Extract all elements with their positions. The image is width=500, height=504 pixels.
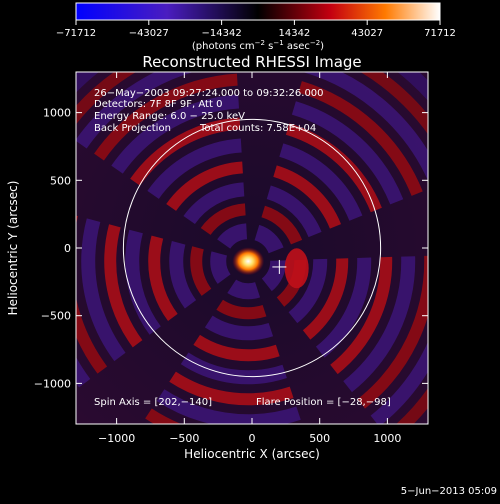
y-tick-label: 500 (50, 174, 71, 187)
sidelobe-ring (148, 161, 349, 362)
footer-timestamp: 5−Jun−2013 05:09 (401, 486, 497, 497)
sidelobe-ring (81, 94, 416, 424)
x-tick-label: −1000 (98, 432, 135, 445)
sidelobe-ring (169, 182, 328, 341)
y-tick-label: 0 (64, 242, 71, 255)
colorbar-unit-label: (photons cm−2 s−1 asec−2) (192, 39, 324, 52)
total-counts-text: Total counts: 7.58E+04 (199, 123, 316, 134)
secondary-lobe (284, 248, 309, 289)
y-tick-label: −1000 (34, 377, 71, 390)
y-tick-label: 1000 (43, 107, 71, 120)
colorbar-gradient (75, 2, 441, 21)
flare-source-blob (232, 247, 265, 276)
colorbar-tick-label: 43027 (351, 28, 383, 39)
energy-range-text: Energy Range: 6.0 − 25.0 keV (94, 111, 245, 122)
x-tick-label: 500 (309, 432, 330, 445)
x-tick-label: −500 (169, 432, 199, 445)
solar-limb-circle (122, 118, 382, 378)
y-axis: −1000 −500 0 500 1000 (34, 107, 428, 390)
spin-axis-marker (272, 259, 287, 274)
detectors-text: Detectors: 7F 8F 9F, Att 0 (94, 99, 222, 110)
y-tick-label: −500 (41, 310, 71, 323)
y-axis-label: Heliocentric Y (arcsec) (6, 181, 20, 316)
method-text: Back Projection (94, 123, 171, 134)
spin-axis-text: Spin Axis = [202,−140] (94, 397, 212, 408)
colorbar-tick-label: −14342 (201, 28, 241, 39)
x-axis-label: Heliocentric X (arcsec) (184, 447, 320, 461)
flare-position-text: Flare Position = [−28,−98] (256, 397, 391, 408)
colorbar-tick-label: 71712 (424, 28, 456, 39)
colorbar-tick-label: −43027 (129, 28, 169, 39)
sidelobe-ring (125, 138, 372, 385)
sidelobe-ring (104, 117, 393, 406)
time-range-text: 26−May−2003 09:27:24.000 to 09:32:26.000 (94, 88, 324, 99)
x-tick-label: 0 (249, 432, 256, 445)
x-tick-label: 1000 (373, 432, 401, 445)
annotation-block: 26−May−2003 09:27:24.000 to 09:32:26.000… (94, 88, 391, 408)
colorbar-tick-label: 14342 (278, 28, 310, 39)
colorbar-tick-label: −71712 (56, 28, 96, 39)
colorbar: −71712 −43027 −14342 14342 43027 71712 (photo… (56, 2, 456, 52)
sidelobe-ring (210, 223, 287, 300)
x-axis: −1000 −500 0 500 1000 (98, 72, 401, 445)
image-map (76, 72, 428, 424)
chart-title: Reconstructed RHESSI Image (142, 53, 361, 71)
